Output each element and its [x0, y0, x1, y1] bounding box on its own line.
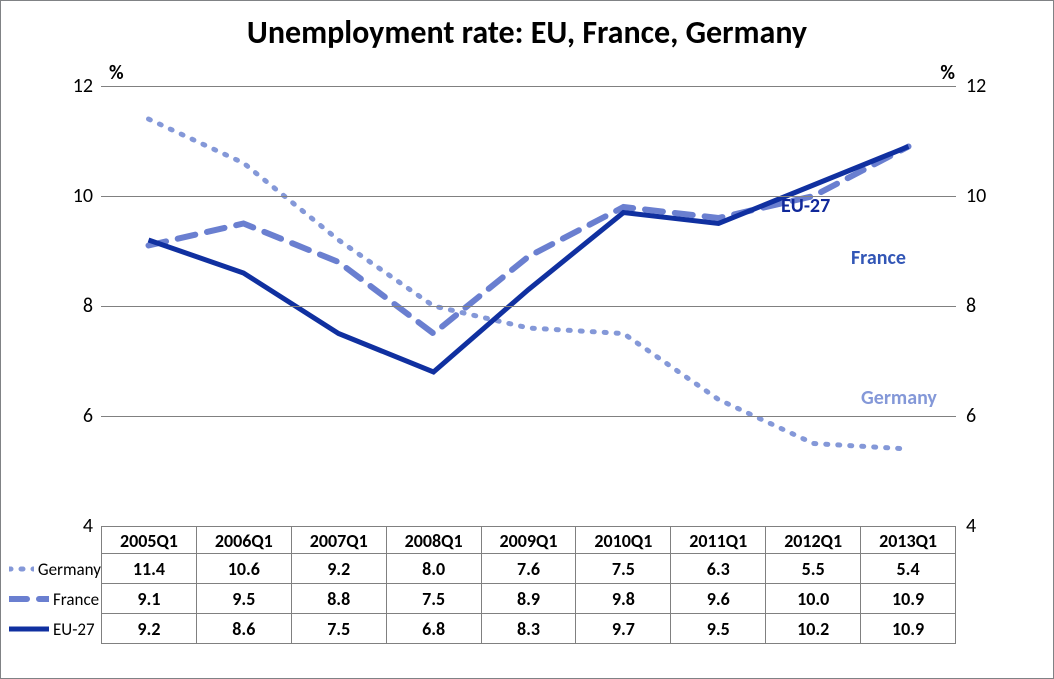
y-tick-left: 4 [63, 514, 93, 538]
legend-text-germany: Germany [38, 559, 101, 580]
data-cell: 9.2 [101, 614, 196, 644]
data-cell: 9.7 [575, 614, 670, 644]
y-tick-right: 12 [966, 74, 996, 98]
data-cell: 9.5 [670, 614, 765, 644]
x-category-cell: 2010Q1 [575, 526, 670, 554]
y-tick-left: 10 [63, 184, 93, 208]
plot-area: Germany France EU-27 [101, 86, 956, 526]
legend-swatch-eu27 [9, 619, 49, 639]
data-cell: 9.1 [101, 584, 196, 614]
y-tick-right: 8 [966, 294, 996, 318]
data-cell: 10.2 [765, 614, 860, 644]
data-cell: 9.5 [196, 584, 291, 614]
y-tick-right: 4 [966, 514, 996, 538]
data-cell: 6.3 [670, 554, 765, 584]
data-cell: 7.5 [386, 584, 481, 614]
data-cell: 7.5 [291, 614, 386, 644]
series-inline-label-france: France [851, 246, 906, 270]
gridline [101, 86, 956, 87]
x-category-cell: 2005Q1 [101, 526, 196, 554]
legend-text-france: France [53, 589, 99, 610]
data-cell: 10.0 [765, 584, 860, 614]
data-row-germany: 11.410.69.28.07.67.56.35.55.4 [101, 554, 956, 584]
data-cell: 5.4 [860, 554, 956, 584]
gridline [101, 306, 956, 307]
x-category-cell: 2008Q1 [386, 526, 481, 554]
data-cell: 8.0 [386, 554, 481, 584]
data-cell: 9.2 [291, 554, 386, 584]
legend-eu27: EU-27 [9, 614, 101, 644]
x-category-cell: 2007Q1 [291, 526, 386, 554]
data-cell: 10.6 [196, 554, 291, 584]
legend-france: France [9, 584, 101, 614]
legend-germany: Germany [9, 554, 101, 584]
chart-title: Unemployment rate: EU, France, Germany [1, 13, 1053, 52]
x-category-cell: 2011Q1 [670, 526, 765, 554]
legend-swatch-germany [9, 559, 34, 579]
y-tick-right: 6 [966, 404, 996, 428]
data-cell: 9.8 [575, 584, 670, 614]
gridline [101, 416, 956, 417]
x-category-cell: 2006Q1 [196, 526, 291, 554]
legend-swatch-france [9, 589, 49, 609]
data-row-france: 9.19.58.87.58.99.89.610.010.9 [101, 584, 956, 614]
data-cell: 9.6 [670, 584, 765, 614]
data-cell: 7.6 [481, 554, 576, 584]
y-tick-left: 8 [63, 294, 93, 318]
series-inline-label-eu-27: EU-27 [781, 194, 830, 218]
data-cell: 8.6 [196, 614, 291, 644]
data-cell: 8.8 [291, 584, 386, 614]
series-inline-label-germany: Germany [861, 386, 937, 410]
x-category-cell: 2012Q1 [765, 526, 860, 554]
data-cell: 7.5 [575, 554, 670, 584]
x-axis-row: 2005Q12006Q12007Q12008Q12009Q12010Q12011… [101, 526, 956, 554]
data-row-eu27: 9.28.67.56.88.39.79.510.210.9 [101, 614, 956, 644]
data-cell: 10.9 [860, 614, 956, 644]
y-axis-label-left: % [109, 61, 124, 85]
data-cell: 11.4 [101, 554, 196, 584]
data-cell: 10.9 [860, 584, 956, 614]
data-cell: 5.5 [765, 554, 860, 584]
data-cell: 8.9 [481, 584, 576, 614]
data-cell: 8.3 [481, 614, 576, 644]
x-category-cell: 2009Q1 [481, 526, 576, 554]
legend-text-eu27: EU-27 [53, 619, 95, 640]
y-axis-label-right: % [940, 61, 955, 85]
chart-container: Unemployment rate: EU, France, Germany %… [0, 0, 1054, 679]
y-tick-right: 10 [966, 184, 996, 208]
y-tick-left: 12 [63, 74, 93, 98]
data-cell: 6.8 [386, 614, 481, 644]
y-tick-left: 6 [63, 404, 93, 428]
x-category-cell: 2013Q1 [860, 526, 956, 554]
